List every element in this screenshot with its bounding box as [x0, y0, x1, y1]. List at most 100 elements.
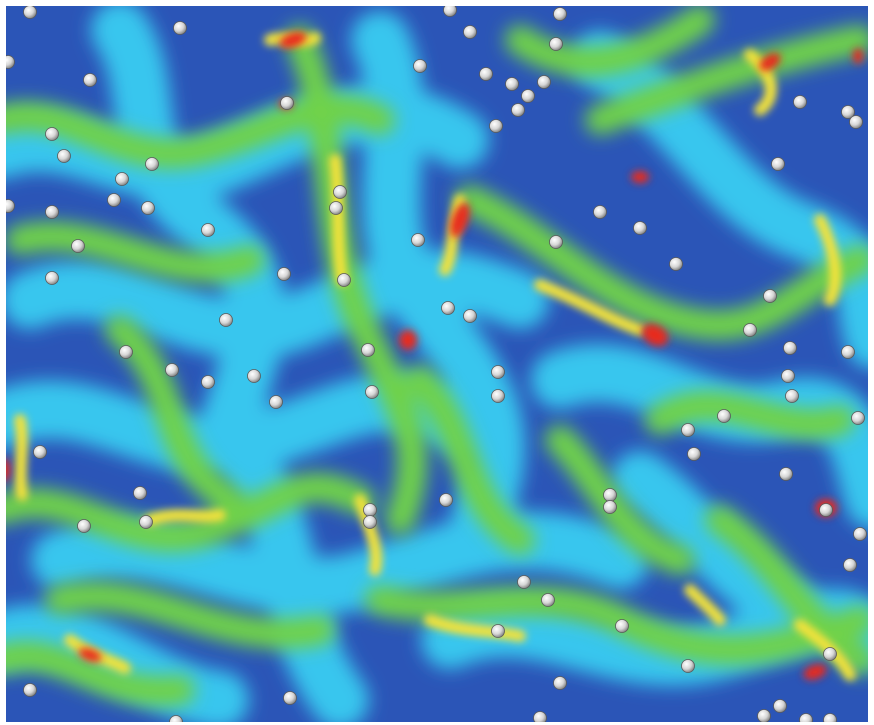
tracer-particle	[337, 273, 351, 287]
tracer-particle	[23, 683, 37, 697]
tracer-particles	[6, 6, 867, 722]
tracer-particle	[219, 313, 233, 327]
tracer-particle	[541, 593, 555, 607]
tracer-particle	[439, 493, 453, 507]
tracer-particle	[687, 447, 701, 461]
green-bands	[6, 6, 868, 707]
tracer-particle	[549, 235, 563, 249]
tracer-particle	[505, 77, 519, 91]
red-core-0	[279, 31, 307, 49]
green-band-1	[6, 221, 265, 283]
tracer-particle	[553, 7, 567, 21]
tracer-particle	[71, 239, 85, 253]
tracer-particle	[717, 409, 731, 423]
tracer-particle	[115, 172, 129, 186]
tracer-particle	[173, 21, 187, 35]
tracer-particle	[441, 301, 455, 315]
tracer-particle	[819, 503, 833, 517]
tracer-particle	[743, 323, 757, 337]
tracer-particle	[283, 691, 297, 705]
tracer-particle	[853, 527, 867, 541]
tracer-particle	[549, 37, 563, 51]
tracer-particle	[553, 676, 567, 690]
red-core-1	[450, 202, 470, 238]
green-band-3	[45, 581, 335, 649]
tracer-particle	[603, 500, 617, 514]
yellow-filament-4	[534, 279, 646, 336]
tracer-particle	[463, 25, 477, 39]
green-band-5	[455, 185, 868, 341]
tracer-particle	[6, 55, 15, 69]
red-vortex-cores	[6, 31, 863, 680]
yellow-filament-1	[329, 154, 348, 286]
tracer-particle	[843, 558, 857, 572]
tracer-particle	[823, 647, 837, 661]
tracer-particle	[773, 699, 787, 713]
tracer-particle	[491, 624, 505, 638]
tracer-particle	[201, 223, 215, 237]
tracer-particle	[533, 711, 547, 722]
tracer-particle	[363, 503, 377, 517]
cyan-band-4	[351, 11, 526, 549]
tracer-particle	[823, 713, 837, 722]
tracer-particle	[849, 115, 863, 129]
tracer-particle	[413, 59, 427, 73]
tracer-particle	[23, 6, 37, 19]
tracer-particle	[45, 271, 59, 285]
tracer-particle	[783, 341, 797, 355]
tracer-particle	[489, 119, 503, 133]
tracer-particle	[521, 89, 535, 103]
tracer-particle	[83, 73, 97, 87]
tracer-particle	[133, 486, 147, 500]
red-core-8	[759, 53, 781, 71]
green-band-7	[505, 6, 715, 77]
tracer-particle	[479, 67, 493, 81]
tracer-particle	[537, 75, 551, 89]
yellow-filament-7	[354, 494, 383, 576]
yellow-filament-5	[814, 214, 842, 306]
cyan-band-8	[91, 6, 286, 449]
red-core-4	[631, 171, 649, 183]
tracer-particle	[145, 157, 159, 171]
yellow-filament-6	[14, 414, 28, 501]
tracer-particle	[511, 103, 525, 117]
red-core-6	[78, 648, 102, 662]
tracer-particle	[329, 201, 343, 215]
green-band-12	[705, 505, 868, 675]
green-band-8	[645, 390, 855, 440]
tracer-particle	[365, 385, 379, 399]
tracer-particle	[107, 193, 121, 207]
tracer-particle	[771, 157, 785, 171]
tracer-particle	[781, 369, 795, 383]
tracer-particle	[201, 375, 215, 389]
tracer-particle	[463, 309, 477, 323]
tracer-particle	[45, 127, 59, 141]
tracer-particle	[361, 343, 375, 357]
tracer-particle	[139, 515, 153, 529]
tracer-particle	[517, 575, 531, 589]
tracer-particle	[411, 233, 425, 247]
tracer-particle	[669, 257, 683, 271]
tracer-particle	[603, 488, 617, 502]
green-band-10	[105, 315, 245, 515]
tracer-particle	[491, 389, 505, 403]
tracer-particle	[57, 149, 71, 163]
tracer-particle	[45, 205, 59, 219]
green-band-11	[405, 365, 535, 555]
tracer-particle	[763, 289, 777, 303]
red-core-2	[641, 323, 669, 347]
tracer-particle	[33, 445, 47, 459]
tracer-particle	[6, 199, 15, 213]
tracer-particle	[841, 345, 855, 359]
tracer-particle	[77, 519, 91, 533]
tracer-particle	[799, 713, 813, 722]
tracer-particle	[615, 619, 629, 633]
tracer-particle	[280, 96, 294, 110]
red-core-9	[6, 458, 10, 482]
red-core-11	[853, 48, 863, 64]
tracer-particle	[333, 185, 347, 199]
green-band-13	[6, 640, 195, 707]
yellow-filament-11	[144, 509, 226, 526]
